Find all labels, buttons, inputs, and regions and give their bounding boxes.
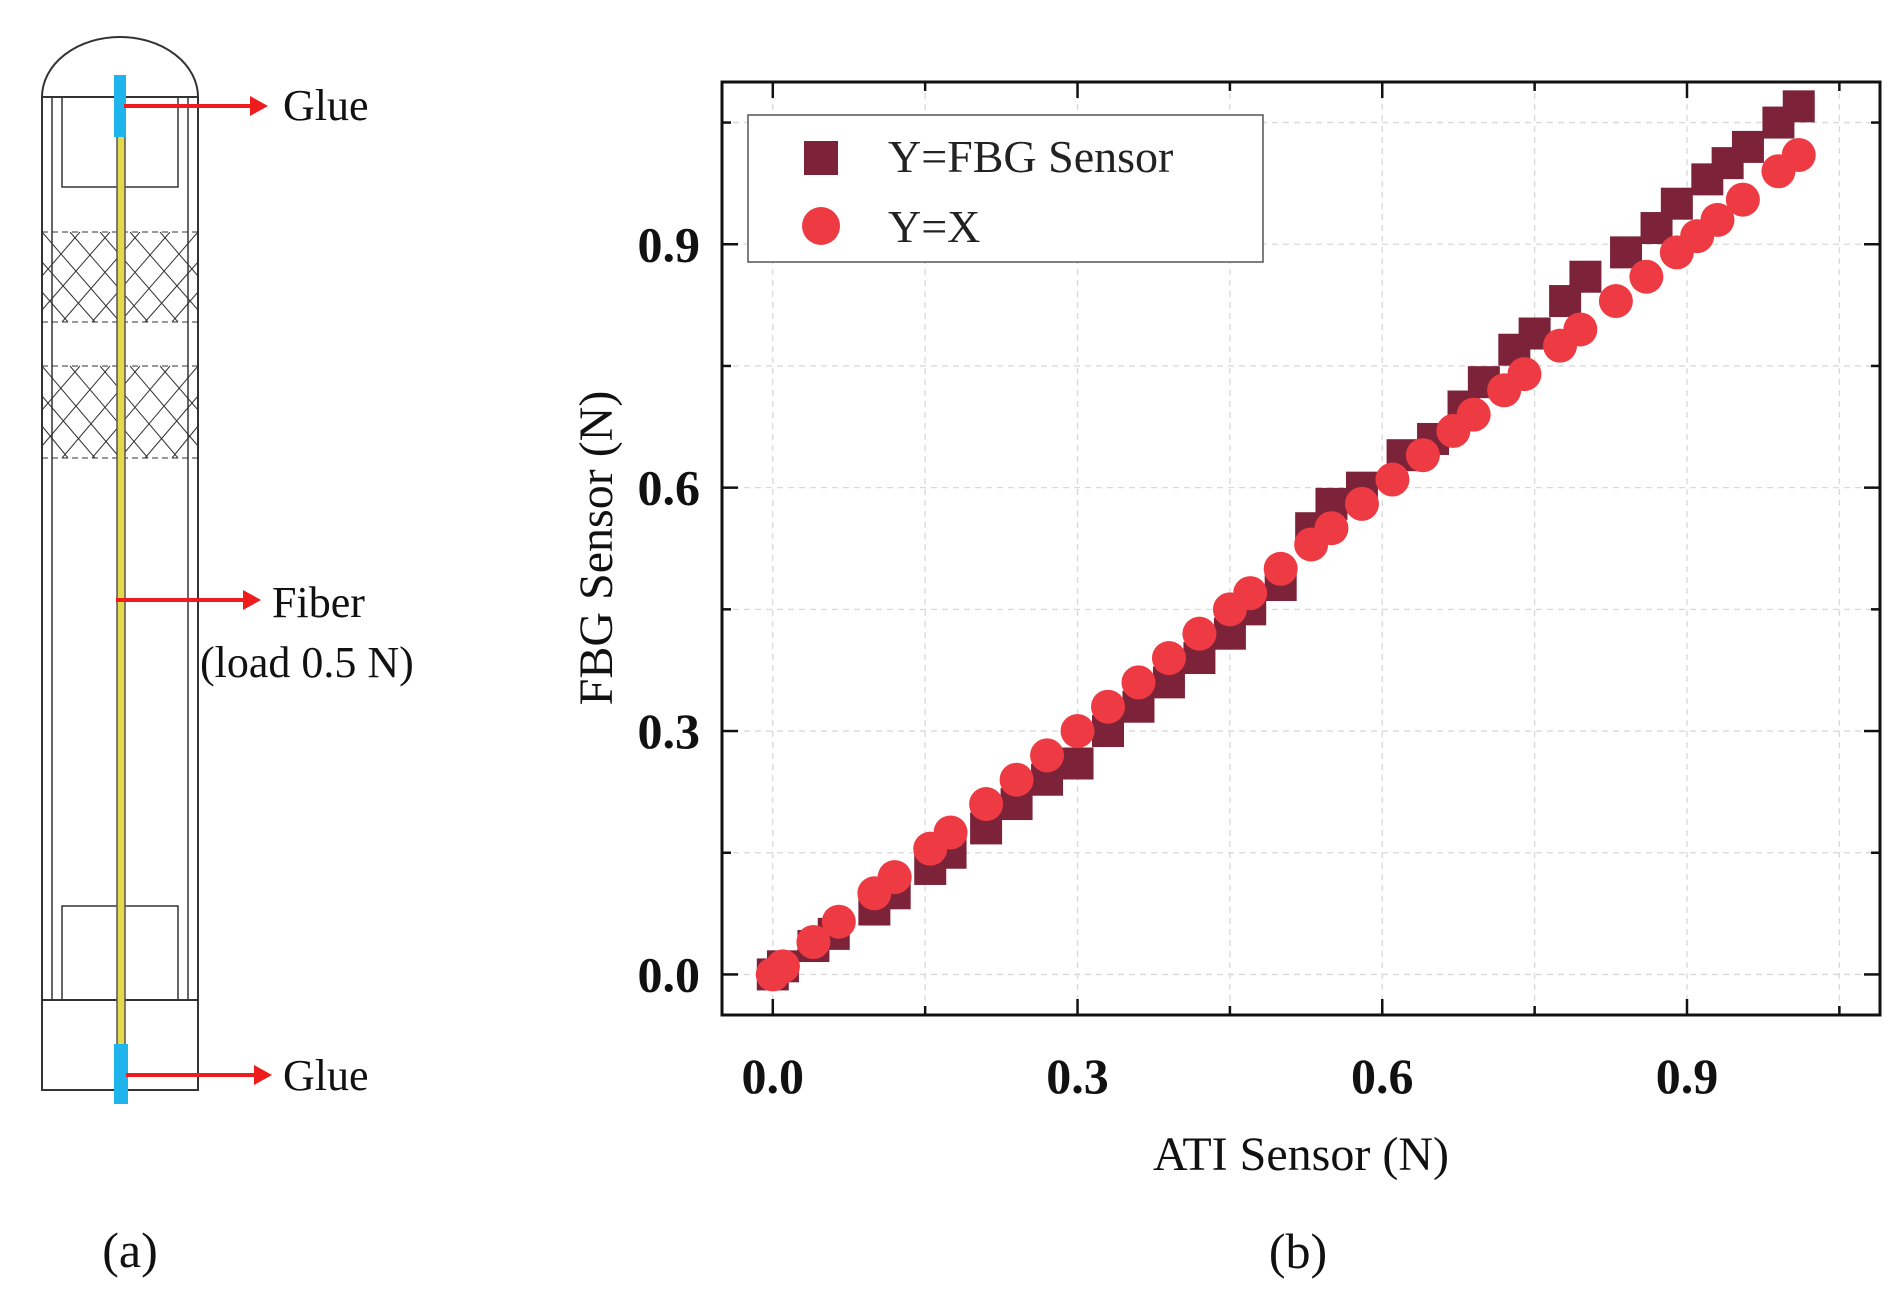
y-equals-x-point	[1091, 689, 1125, 724]
legend-label-yx: Y=X	[888, 201, 980, 252]
y-equals-x-point	[969, 787, 1004, 822]
y-equals-x-point	[1725, 182, 1760, 217]
y-equals-x-point	[821, 904, 856, 939]
panel-b-label: (b)	[1269, 1223, 1327, 1279]
y-equals-x-point	[1263, 551, 1298, 586]
y-equals-x-point	[1375, 462, 1410, 497]
legend-marker-yx	[802, 207, 840, 245]
y-tick-label: 0.3	[638, 703, 701, 759]
y-equals-x-point	[933, 815, 968, 850]
axis-tick-labels: 0.0 0.3 0.6 0.9 0.0 0.3 0.6 0.9	[638, 216, 1719, 1104]
y-tick-label: 0.6	[638, 460, 701, 516]
arrow-glue-top	[124, 96, 268, 116]
lattice-section-upper	[41, 231, 199, 323]
axis-ticks	[722, 82, 1880, 1015]
y-equals-x-point	[1314, 511, 1349, 546]
y-equals-x-point	[796, 924, 831, 959]
legend-label-fbg: Y=FBG Sensor	[888, 131, 1173, 182]
y-equals-x-point	[1563, 312, 1598, 347]
y-axis-label: FBG Sensor (N)	[570, 391, 623, 706]
data-markers	[755, 90, 1816, 992]
y-equals-x-point	[999, 762, 1034, 797]
fbg-sensor-point	[1660, 187, 1693, 220]
glue-top-spot	[114, 75, 126, 137]
legend-marker-fbg	[804, 141, 838, 175]
y-tick-label: 0.0	[638, 946, 701, 1002]
fbg-sensor-point	[1782, 90, 1815, 123]
label-fiber-load: (load 0.5 N)	[200, 638, 414, 687]
y-equals-x-point	[1598, 284, 1633, 319]
x-tick-label: 0.9	[1656, 1048, 1719, 1104]
arrow-fiber	[116, 590, 261, 610]
panel-b-chart: 0.0 0.3 0.6 0.9 0.0 0.3 0.6 0.9 Y=FBG Sensor Y=…	[570, 80, 1882, 1279]
y-equals-x-point	[1700, 202, 1735, 237]
y-equals-x-point	[1629, 259, 1664, 294]
fbg-sensor-point	[1061, 747, 1094, 780]
label-glue-top: Glue	[283, 81, 369, 130]
dome-cap	[41, 36, 199, 98]
y-equals-x-point	[877, 860, 912, 895]
label-glue-bottom: Glue	[283, 1051, 369, 1100]
y-equals-x-point	[1233, 576, 1268, 611]
panel-a-label: (a)	[102, 1222, 158, 1278]
glue-bottom-spot	[114, 1044, 128, 1104]
y-equals-x-point	[1121, 665, 1156, 700]
fiber-line	[116, 129, 126, 1049]
lattice-section-lower	[41, 365, 199, 459]
y-equals-x-point	[1151, 641, 1186, 676]
y-equals-x-point	[1507, 357, 1542, 392]
y-equals-x-point	[1781, 138, 1816, 173]
x-tick-label: 0.6	[1351, 1048, 1414, 1104]
arrow-glue-bottom	[126, 1065, 272, 1085]
y-equals-x-point	[1344, 486, 1379, 521]
y-equals-x-point	[1182, 616, 1217, 651]
fbg-sensor-point	[1731, 130, 1764, 163]
y-equals-x-point	[1030, 738, 1065, 773]
y-equals-x-point	[1060, 714, 1095, 749]
y-equals-x-point	[1405, 438, 1440, 473]
chart-legend: Y=FBG Sensor Y=X	[747, 114, 1264, 263]
x-tick-label: 0.0	[742, 1048, 805, 1104]
panel-a-schematic: Glue Fiber (load 0.5 N) Glue (a)	[41, 36, 414, 1278]
fbg-sensor-point	[1569, 260, 1602, 293]
label-fiber: Fiber	[272, 578, 365, 627]
y-equals-x-point	[1456, 397, 1491, 432]
y-tick-label: 0.9	[638, 216, 701, 272]
x-axis-label: ATI Sensor (N)	[1153, 1128, 1449, 1181]
x-tick-label: 0.3	[1046, 1048, 1109, 1104]
y-equals-x-point	[765, 949, 800, 984]
